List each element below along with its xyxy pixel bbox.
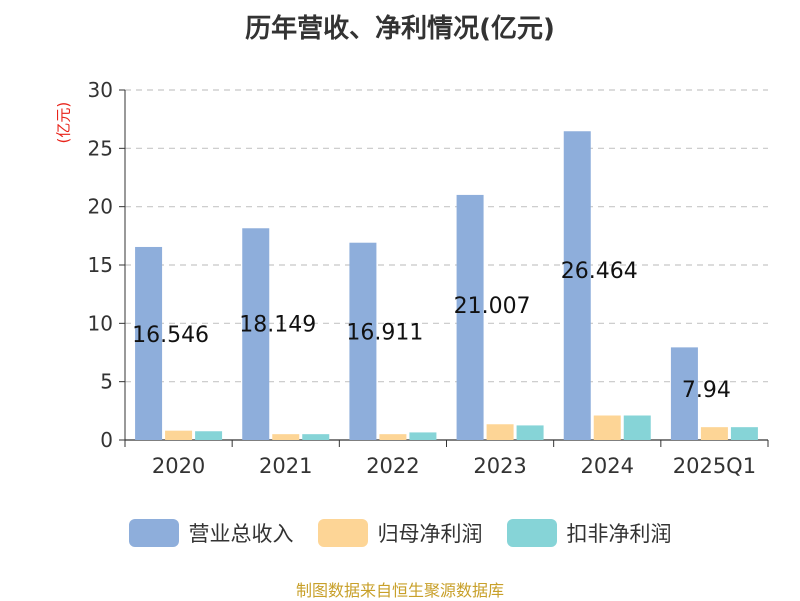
data-label: 18.149 bbox=[239, 313, 316, 338]
x-tick-label: 2025Q1 bbox=[673, 454, 756, 478]
y-tick-label: 15 bbox=[88, 253, 113, 277]
bar-net-profit bbox=[272, 434, 300, 440]
y-tick-label: 30 bbox=[88, 78, 113, 102]
data-label: 16.546 bbox=[132, 323, 209, 348]
y-tick-label: 25 bbox=[88, 136, 113, 160]
legend-item-deducted-net-profit[interactable]: 扣非净利润 bbox=[506, 518, 672, 548]
bar-net-profit bbox=[593, 415, 621, 440]
bar-revenue bbox=[135, 246, 163, 440]
bar-revenue bbox=[456, 194, 484, 440]
y-tick-label: 0 bbox=[100, 428, 113, 452]
bar-net-profit bbox=[379, 434, 407, 440]
legend-item-revenue[interactable]: 营业总收入 bbox=[128, 518, 294, 548]
bar-deducted-net-profit bbox=[516, 425, 544, 440]
legend-item-net-profit[interactable]: 归母净利润 bbox=[317, 518, 483, 548]
bar-deducted-net-profit bbox=[195, 431, 223, 440]
legend-label-revenue: 营业总收入 bbox=[188, 522, 294, 546]
legend-swatch-deducted-net-profit bbox=[506, 519, 557, 547]
data-label: 16.911 bbox=[346, 320, 423, 345]
bar-deducted-net-profit bbox=[730, 427, 758, 440]
data-label: 26.464 bbox=[561, 259, 638, 284]
x-tick-label: 2024 bbox=[581, 454, 634, 478]
bar-deducted-net-profit bbox=[409, 432, 437, 440]
data-label: 21.007 bbox=[454, 294, 531, 319]
legend-swatch-revenue bbox=[128, 519, 179, 547]
y-tick-label: 10 bbox=[88, 311, 113, 335]
bar-revenue bbox=[563, 131, 591, 440]
bar-deducted-net-profit bbox=[623, 415, 651, 440]
chart-title: 历年营收、净利情况(亿元) bbox=[245, 14, 555, 44]
bar-net-profit bbox=[486, 424, 514, 440]
bar-revenue bbox=[670, 347, 698, 440]
legend-label-net-profit: 归母净利润 bbox=[377, 522, 483, 546]
x-tick-label: 2022 bbox=[366, 454, 419, 478]
x-tick-label: 2020 bbox=[152, 454, 205, 478]
x-tick-label: 2023 bbox=[473, 454, 526, 478]
bar-deducted-net-profit bbox=[302, 434, 330, 440]
data-label: 7.94 bbox=[682, 378, 731, 403]
bar-revenue bbox=[349, 242, 377, 440]
legend-label-deducted-net-profit: 扣非净利润 bbox=[566, 522, 672, 546]
y-tick-label: 20 bbox=[88, 195, 113, 219]
legend-swatch-net-profit bbox=[317, 519, 368, 547]
data-source: 制图数据来自恒生聚源数据库 bbox=[295, 581, 504, 600]
y-tick-label: 5 bbox=[100, 370, 113, 394]
legend: 营业总收入 归母净利润 扣非净利润 bbox=[0, 518, 800, 548]
bar-net-profit bbox=[700, 427, 728, 440]
bar-net-profit bbox=[165, 430, 193, 440]
bar-revenue bbox=[242, 228, 270, 440]
x-tick-label: 2021 bbox=[259, 454, 312, 478]
